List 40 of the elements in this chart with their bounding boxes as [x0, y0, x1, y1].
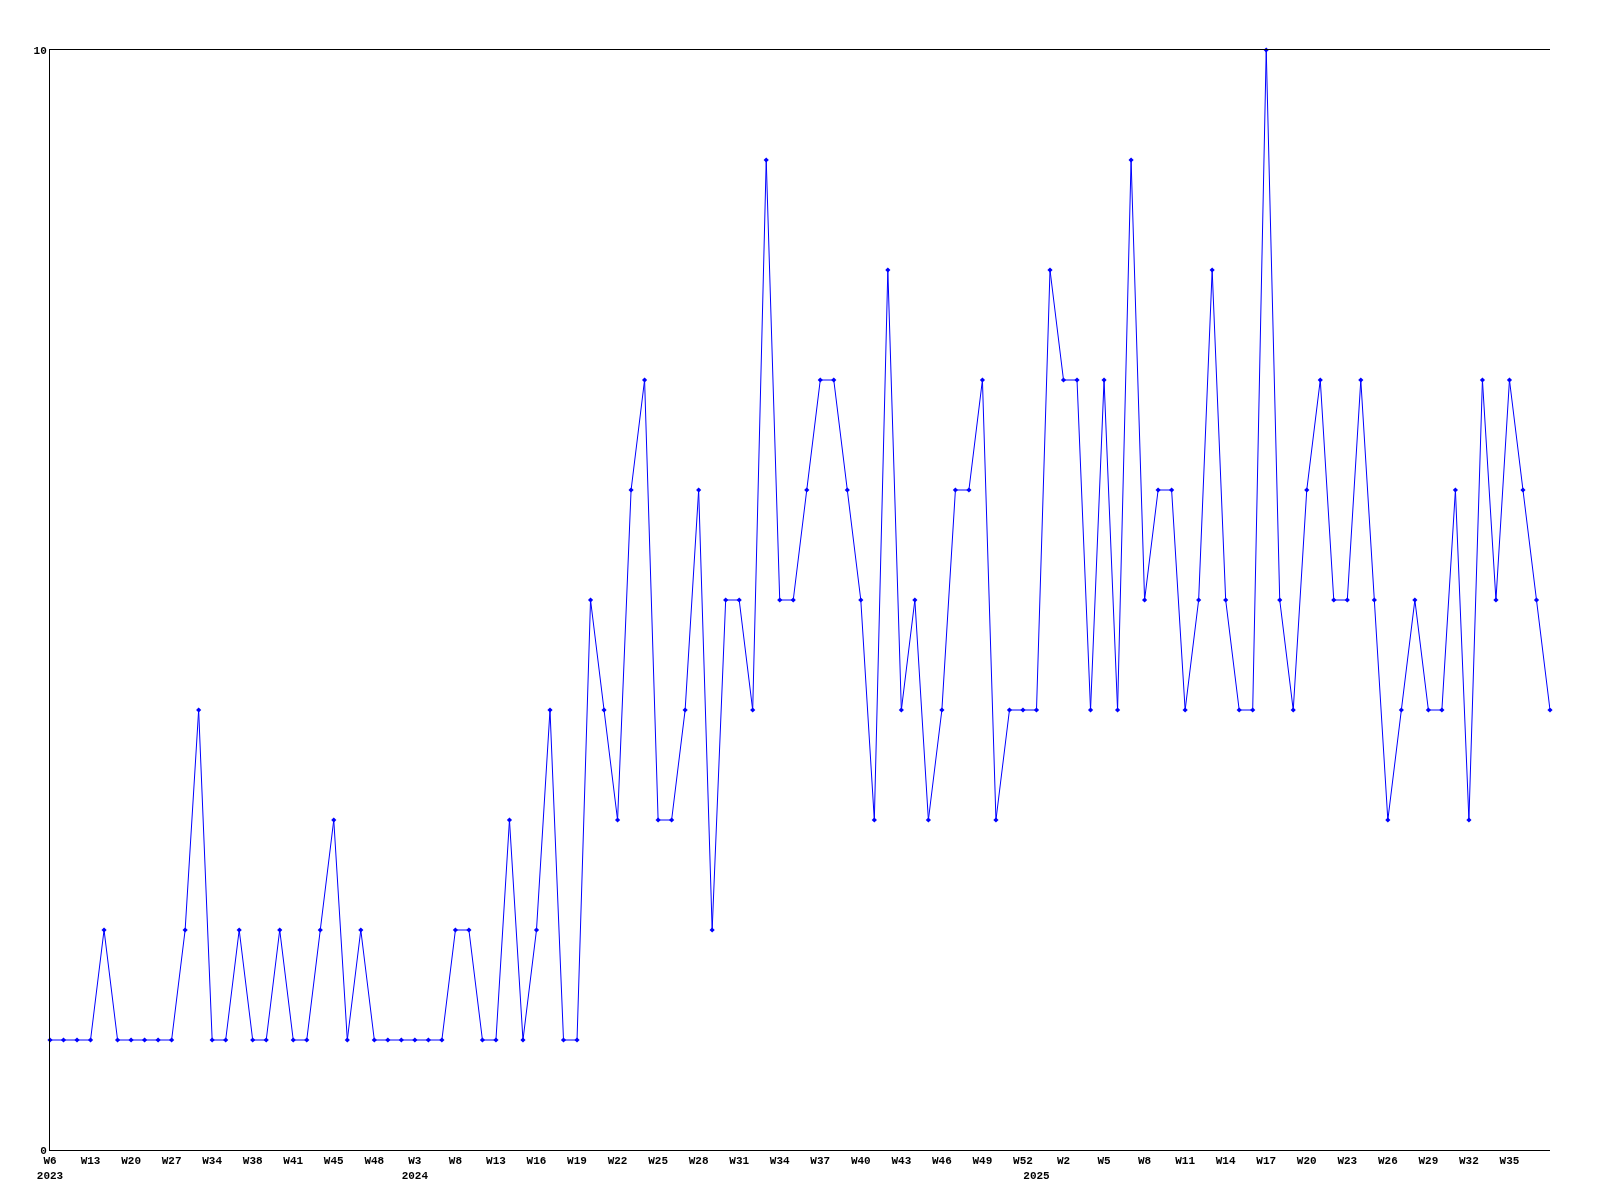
x-tick-label: W2	[1056, 1155, 1071, 1168]
x-tick-label: W22	[607, 1155, 628, 1168]
x-tick-label: W37	[810, 1155, 831, 1168]
x-tick-label: W11	[1175, 1155, 1196, 1168]
y-tick-label: 0	[40, 1144, 47, 1157]
x-tick-label: W38	[242, 1155, 263, 1168]
x-tick-label: W13	[80, 1155, 101, 1168]
x-tick-label: W52	[1013, 1155, 1033, 1168]
x-tick-label: W34	[769, 1155, 791, 1168]
x-tick-label: W29	[1418, 1155, 1439, 1168]
x-tick-label: W25	[648, 1155, 669, 1168]
x-tick-label: W49	[972, 1155, 993, 1168]
x-tick-label: W19	[567, 1155, 587, 1168]
x-tick-label: W43	[891, 1155, 912, 1168]
x-tick-label: W26	[1377, 1155, 1398, 1168]
x-tick-label: W13	[486, 1155, 507, 1168]
x-tick-label: W5	[1097, 1155, 1112, 1168]
x-tick-label: W28	[688, 1155, 709, 1168]
x-tick-label: W41	[283, 1155, 304, 1168]
x-tick-label: W17	[1256, 1155, 1277, 1168]
x-tick-label: W8	[448, 1155, 463, 1168]
y-tick-label: 10	[33, 44, 47, 57]
x-tick-label: W27	[161, 1155, 182, 1168]
x-tick-label: W3 2024	[401, 1155, 429, 1182]
x-tick-label: W20	[1296, 1155, 1317, 1168]
x-tick-label: W14	[1215, 1155, 1236, 1168]
x-tick-label: 2025	[1023, 1169, 1051, 1182]
x-tick-label: W32	[1459, 1155, 1479, 1168]
x-tick-label: W16	[526, 1155, 547, 1168]
x-tick-label: W45	[323, 1155, 345, 1168]
x-tick-label: W40	[850, 1155, 871, 1168]
x-tick-label: W35	[1499, 1155, 1520, 1168]
x-tick-label: W6 2023	[36, 1155, 64, 1182]
x-tick-label: W34	[202, 1155, 223, 1168]
x-tick-label: W8	[1137, 1155, 1152, 1168]
x-tick-label: W46	[931, 1155, 952, 1168]
x-tick-label: W31	[729, 1155, 750, 1168]
x-tick-label: W48	[364, 1155, 385, 1168]
x-tick-label: W20	[121, 1155, 141, 1168]
x-tick-label: W23	[1337, 1155, 1358, 1168]
